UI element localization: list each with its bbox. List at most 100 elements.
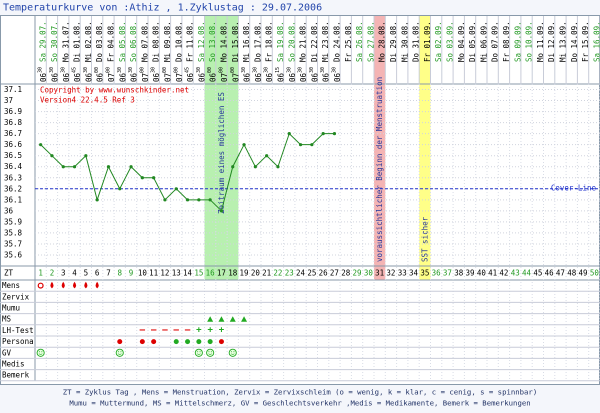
temperature-point <box>265 154 269 158</box>
time-label: 0630 <box>128 67 138 82</box>
y-tick-label: 36.8 <box>4 118 23 127</box>
zt-label: 17 <box>217 269 226 278</box>
time-label: 0630 <box>60 67 70 82</box>
time-label: 0630 <box>241 67 251 82</box>
persona-dot <box>173 339 179 345</box>
date-label: Di 12.09. <box>547 21 556 62</box>
temperature-point <box>253 165 257 169</box>
zt-label: 25 <box>307 269 316 278</box>
time-label: 0630 <box>117 67 127 82</box>
date-label: Fr 04.08. <box>106 21 115 62</box>
gv-smiley <box>228 348 237 357</box>
time-minute: 30 <box>331 67 337 73</box>
zt-label: 46 <box>545 269 555 278</box>
temperature-point <box>118 187 122 191</box>
y-tick-label: 37.1 <box>4 85 22 94</box>
zt-label: 39 <box>466 269 475 278</box>
temperature-point <box>310 143 314 147</box>
time-hour: 06 <box>61 72 70 82</box>
date-label: Di 08.08. <box>152 21 161 62</box>
smiley-face <box>194 348 203 357</box>
zt-label: 10 <box>138 269 148 278</box>
temperature-point <box>298 143 303 147</box>
date-label: Fr 25.08. <box>344 21 353 62</box>
date-label: Mo 14.08. <box>219 21 228 62</box>
zt-label: 28 <box>341 269 351 278</box>
zt-label: 16 <box>206 269 216 278</box>
zt-label: 31 <box>375 269 384 278</box>
time-label: 0630 <box>38 67 48 82</box>
date-label: Sa 29.07. <box>39 21 48 62</box>
persona-dot <box>151 339 157 345</box>
time-minute: 30 <box>128 67 134 73</box>
persona-dot <box>218 339 224 345</box>
y-tick-label: 35.8 <box>4 228 23 237</box>
smiley-face <box>228 348 237 357</box>
zt-label: 4 <box>72 269 77 278</box>
footer-legend: Mumu = Muttermund, MS = Mittelschmerz, G… <box>69 399 530 408</box>
zt-label: 13 <box>172 269 181 278</box>
time-minute: 30 <box>298 67 304 73</box>
date-label: Do 10.08. <box>174 21 183 62</box>
chart-title: Temperaturkurve von :Athiz , 1.Zyklustag… <box>3 3 322 14</box>
time-minute: 00 <box>207 67 213 73</box>
date-label: Sa 26.08. <box>355 21 364 62</box>
smiley-face <box>206 348 215 357</box>
date-label: Do 17.08. <box>253 21 262 62</box>
zt-label: 15 <box>194 269 203 278</box>
ms-triangle <box>241 316 248 322</box>
gv-smiley <box>36 348 45 357</box>
date-label: Mi 02.08. <box>84 21 93 62</box>
smiley-eye <box>38 351 40 353</box>
time-hour: 07 <box>140 73 149 82</box>
time-minute: 00 <box>230 67 236 73</box>
time-hour: 06 <box>321 72 330 82</box>
persona-dot <box>117 339 123 345</box>
smiley-eye <box>208 351 210 353</box>
temperature-point <box>208 198 212 202</box>
time-minute: 30 <box>117 67 123 73</box>
date-label: Sa 05.08. <box>118 21 127 62</box>
zt-label: 24 <box>296 269 306 278</box>
temperature-point <box>242 143 246 147</box>
zt-label: 11 <box>149 269 158 278</box>
zt-label: 6 <box>95 269 100 278</box>
y-tick-label: 36.4 <box>4 162 23 171</box>
highlight-band <box>204 16 239 280</box>
date-label: Fr 15.09. <box>581 21 590 62</box>
ms-triangle <box>218 316 225 322</box>
date-label: Do 14.09. <box>570 21 579 62</box>
y-tick-label: 36.5 <box>4 151 22 160</box>
time-label: 0630 <box>309 67 319 82</box>
zt-label: 43 <box>511 269 520 278</box>
y-tick-label: 36.1 <box>4 195 22 204</box>
time-hour: 06 <box>197 72 206 82</box>
date-label: Fr 18.08. <box>265 21 274 62</box>
date-label: Di 15.08. <box>231 21 240 62</box>
date-label: Fr 08.09. <box>502 21 511 62</box>
temperature-point <box>174 187 178 191</box>
time-hour: 06 <box>84 72 93 82</box>
row-symbol: – <box>162 325 168 335</box>
zt-label: 12 <box>160 269 169 278</box>
smiley-eye <box>118 351 120 353</box>
y-tick-label: 36.6 <box>4 140 23 149</box>
row-label: Medis <box>2 360 25 369</box>
date-label: Sa 09.09. <box>513 21 522 62</box>
time-label: 0630 <box>49 67 59 82</box>
date-label: Mo 28.08. <box>378 21 387 62</box>
time-hour: 06 <box>50 72 59 82</box>
time-hour: 06 <box>299 72 308 82</box>
zt-label: 21 <box>262 269 271 278</box>
zt-label: 40 <box>477 269 487 278</box>
band-label: Zeitraum eines möglichen ES <box>217 92 226 214</box>
time-minute: 00 <box>162 67 168 73</box>
temperature-point <box>332 132 337 136</box>
gv-smiley <box>115 348 124 357</box>
row-symbol: – <box>185 325 191 335</box>
zt-label: 34 <box>409 269 419 278</box>
band-label: SST sicher <box>420 216 429 262</box>
date-label: Do 31.08. <box>412 21 421 62</box>
time-hour: 06 <box>186 72 195 82</box>
time-minute: 30 <box>196 67 202 73</box>
